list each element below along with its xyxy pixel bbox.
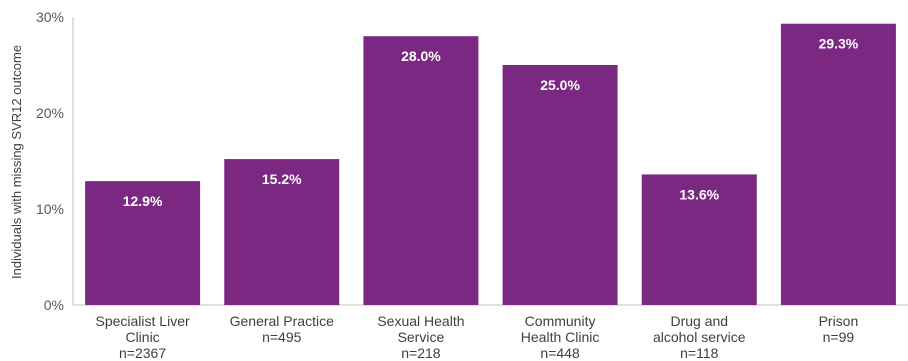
x-tick-label: General Practice [230,313,334,329]
x-tick-label: n=99 [823,329,855,345]
bar [363,36,479,305]
x-tick-label: Specialist Liver [96,313,190,329]
x-tick-label: alcohol service [653,329,746,345]
data-label: 15.2% [262,171,302,187]
y-axis-ticks: 0% 10% 20% 30% [36,9,64,313]
y-tick-label: 10% [36,201,64,217]
x-tick-label: Service [398,329,445,345]
data-label: 25.0% [540,77,580,93]
y-axis-label: Individuals with missing SVR12 outcome [9,45,24,279]
bars: 12.9% 15.2% 28.0% 25.0% 13.6% 29.3% [85,23,896,305]
x-tick-label: Drug and [670,313,728,329]
y-tick-label: 20% [36,105,64,121]
data-label: 29.3% [819,36,859,52]
y-tick-label: 30% [36,9,64,25]
bar [502,65,618,305]
x-tick-label: Sexual Health [377,313,464,329]
y-tick-label: 0% [44,297,64,313]
data-label: 13.6% [679,186,719,202]
x-tick-label: Prison [819,313,859,329]
x-tick-label: n=218 [401,345,441,361]
x-tick-label: n=118 [680,345,718,361]
bar [85,181,201,305]
bar [641,174,757,305]
x-tick-label: Health Clinic [521,329,600,345]
x-tick-label: n=495 [262,329,302,345]
x-tick-label: Community [525,313,596,329]
data-label: 12.9% [123,193,163,209]
x-tick-label: n=2367 [119,345,166,361]
x-tick-label: Clinic [125,329,159,345]
bar [224,159,340,305]
bar [780,23,896,305]
data-label: 28.0% [401,48,441,64]
x-tick-label: n=448 [540,345,580,361]
